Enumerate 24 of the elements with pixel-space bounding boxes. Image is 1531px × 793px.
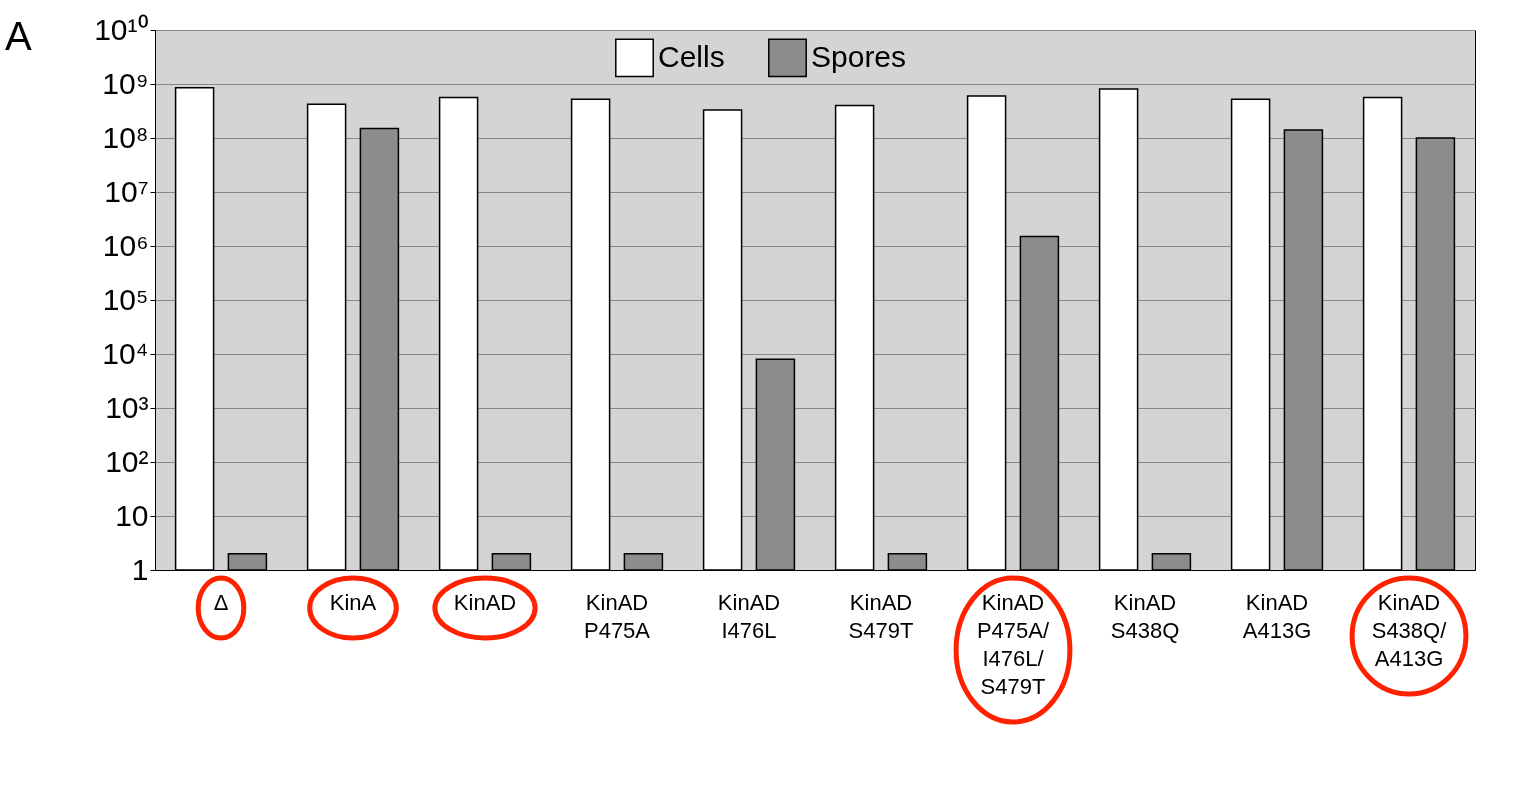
y-tick-label: 10⁶ — [102, 228, 149, 262]
x-tick-label: Δ — [213, 589, 229, 615]
x-tick-label: KinAD I476L — [717, 589, 781, 643]
x-tick-label: KinAD S438Q — [1110, 589, 1180, 643]
y-tick-label: 10⁸ — [102, 120, 149, 154]
text: A — [5, 14, 32, 58]
y-tick-label: 10⁹ — [102, 66, 149, 100]
y-tick-label: 10² — [105, 444, 149, 478]
y-tick-label: 1 — [131, 552, 149, 586]
x-tick-label: KinA — [329, 589, 377, 615]
y-tick-label: 10¹⁰ — [94, 12, 149, 46]
x-tick-label: KinAD P475A/ I476L/ S479T — [976, 589, 1050, 699]
y-tick-label: 10⁴ — [102, 336, 149, 370]
x-tick-label: KinAD A413G — [1242, 589, 1312, 643]
legend-label: Cells — [658, 39, 725, 73]
y-tick-label: 10⁵ — [102, 282, 149, 316]
x-tick-label: KinAD P475A — [583, 589, 651, 643]
x-tick-label: KinAD — [453, 589, 517, 615]
y-tick-label: 10⁷ — [104, 174, 149, 208]
x-tick-label: KinAD S438Q/ A413G — [1371, 589, 1448, 671]
legend-label: Spores — [811, 39, 907, 73]
y-tick-label: 10³ — [105, 390, 149, 424]
x-tick-label: KinAD S479T — [848, 589, 914, 643]
y-tick-label: 10 — [115, 498, 149, 532]
